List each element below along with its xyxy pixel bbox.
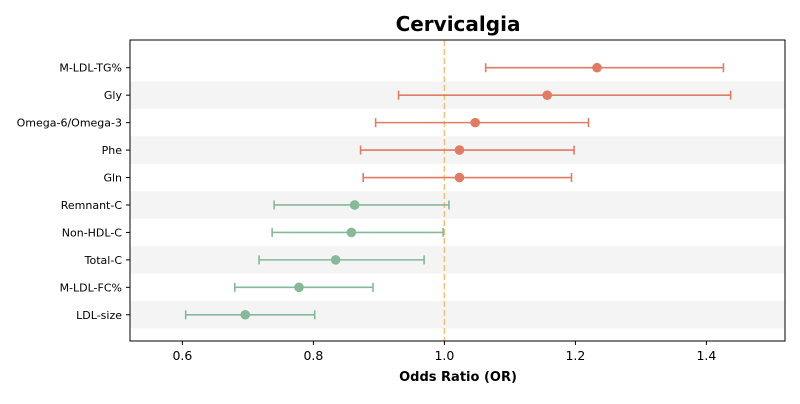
y-tick-label: Omega-6/Omega-3	[17, 117, 122, 130]
x-tick-label: 0.6	[172, 348, 192, 363]
x-tick-label: 1.0	[434, 348, 454, 363]
y-axis-ticks: M-LDL-TG% Gly Omega-6/Omega-3 Phe Gln Remnant…	[17, 62, 130, 322]
x-axis-label: Odds Ratio (OR)	[399, 370, 517, 385]
odds-ratio-point	[294, 282, 304, 293]
y-tick-label: Total-C	[84, 254, 123, 267]
row-band	[130, 246, 785, 274]
odds-ratio-point	[470, 117, 480, 128]
odds-ratio-point	[454, 172, 465, 183]
odds-ratio-point	[240, 309, 251, 320]
y-tick-label: Non-HDL-C	[62, 226, 123, 239]
odds-ratio-point	[542, 90, 553, 100]
x-tick-label: 0.8	[303, 348, 323, 363]
odds-ratio-point	[346, 227, 357, 238]
odds-ratio-point	[330, 255, 341, 265]
row-band	[130, 191, 785, 219]
y-tick-label: Phe	[102, 144, 123, 157]
y-tick-label: Remnant-C	[61, 199, 123, 212]
x-tick-label: 1.4	[696, 348, 716, 363]
odds-ratio-point	[349, 200, 360, 210]
x-tick-label: 1.2	[565, 348, 585, 363]
odds-ratio-point	[454, 145, 465, 155]
y-tick-label: LDL-size	[76, 309, 122, 322]
chart-title: Cervicalgia	[396, 12, 521, 36]
y-tick-label: M-LDL-TG%	[59, 62, 122, 75]
plot-frame	[129, 39, 786, 342]
y-tick-label: Gly	[104, 89, 123, 102]
chart-marks	[184, 62, 732, 320]
odds-ratio-point	[592, 62, 602, 73]
x-axis-ticks: 0.6 0.8 1.0 1.2 1.4	[172, 341, 716, 363]
y-tick-label: M-LDL-FC%	[60, 281, 122, 294]
row-bands	[130, 81, 785, 329]
y-tick-label: Gln	[103, 172, 122, 185]
